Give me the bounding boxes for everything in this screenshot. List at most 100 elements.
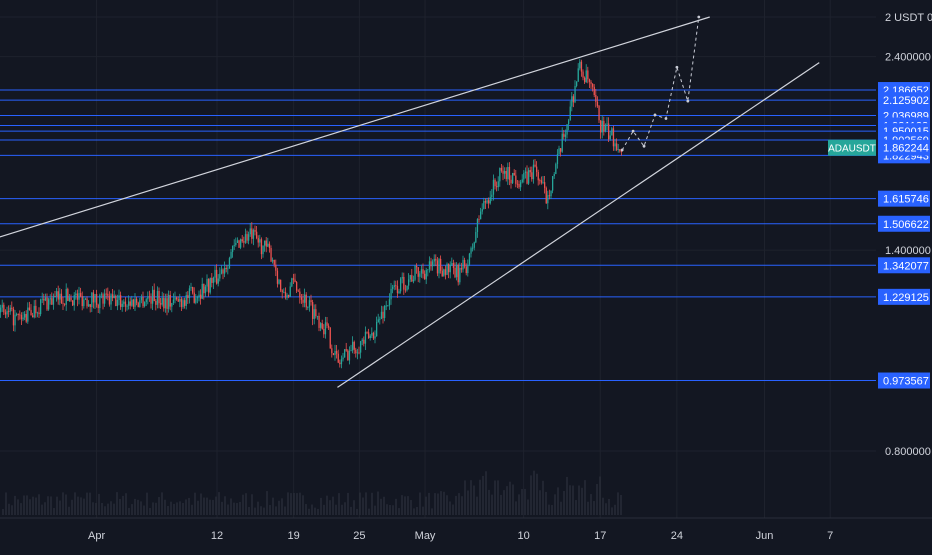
projection[interactable] (620, 15, 701, 152)
volume-bar (473, 485, 475, 515)
volume-bar (548, 504, 550, 515)
volume-bar (512, 484, 514, 515)
level-price-badge[interactable] (878, 92, 930, 109)
volume-bar (455, 495, 457, 515)
candle-body (246, 234, 248, 241)
candle-body (76, 293, 79, 300)
level-price-badge[interactable] (878, 288, 930, 305)
candle-body (539, 180, 541, 182)
time-axis[interactable]: Apr 12 19 25 May 10 17 24 Jun 7 (0, 517, 932, 542)
candle-body (145, 299, 147, 303)
level-price-badge[interactable] (878, 215, 930, 232)
candle-body (108, 295, 111, 305)
candle-body (481, 209, 483, 212)
candle-body (553, 174, 555, 177)
volume-bar (590, 494, 592, 515)
candle-body (281, 290, 283, 293)
candle-body (305, 294, 307, 308)
volume-bar (239, 501, 241, 515)
volume-bar (410, 500, 412, 515)
candle-body (601, 120, 603, 133)
candle-body (606, 123, 608, 125)
volume-bar (179, 501, 181, 515)
volume-bar (188, 497, 190, 515)
candle-body (91, 292, 93, 308)
volume-bar (383, 496, 385, 515)
candle-body (284, 291, 287, 298)
upper-trendline[interactable] (0, 16, 710, 238)
volume-bar (539, 490, 541, 515)
lower-trendline[interactable] (337, 62, 820, 388)
candle-body (169, 294, 171, 307)
volume-bar (155, 502, 157, 515)
volume-bar (461, 496, 463, 515)
candle-body (563, 133, 565, 137)
candle-body (64, 303, 66, 305)
volume-bar (557, 487, 559, 515)
candle-body (41, 298, 43, 300)
candle-body (230, 251, 232, 259)
symbol-badge[interactable] (828, 139, 876, 156)
candle-body (118, 295, 120, 300)
candle-body (286, 294, 288, 298)
projection-path[interactable] (621, 16, 700, 151)
volume-bar (140, 501, 142, 515)
candle-body (369, 335, 371, 339)
candle-body (8, 311, 10, 312)
candle-body (358, 352, 360, 354)
volume-bar (431, 508, 433, 515)
candle-body (40, 299, 42, 315)
candle-body (491, 194, 493, 198)
candle-body (148, 296, 151, 298)
price-axis[interactable]: 2 USDT 02.4000001.4000000.8000002.186652… (828, 0, 932, 550)
candle-body (35, 305, 37, 314)
volume-bar (173, 503, 175, 515)
volume-bar (323, 504, 325, 515)
volume-bar (53, 508, 55, 515)
last-price-badge[interactable] (878, 139, 930, 156)
candle-body (345, 349, 347, 351)
volume-bar (95, 502, 97, 515)
candle-body (395, 285, 397, 287)
volume-bar (134, 498, 136, 515)
candle-body (312, 302, 314, 319)
level-price-badge[interactable] (878, 372, 930, 389)
level-price-badge[interactable] (878, 257, 930, 274)
candle-body (92, 292, 95, 303)
volume-bar (23, 495, 25, 515)
candle-body (300, 297, 303, 300)
candle-body (62, 302, 64, 304)
volume-bar (65, 494, 67, 515)
candle-body (78, 293, 80, 300)
candle-body (619, 149, 621, 152)
volume-bar (341, 504, 343, 515)
candle-body (209, 278, 211, 293)
candle-body (236, 240, 239, 243)
candle-body (220, 269, 223, 274)
volume-bar (122, 495, 124, 515)
candle-body (604, 124, 607, 132)
trendlines[interactable] (0, 16, 820, 388)
candle-body (276, 270, 279, 284)
candle-body (388, 299, 391, 306)
volume-bar (524, 488, 526, 515)
candle-body (569, 106, 571, 121)
volume-bar (227, 504, 229, 515)
candle-body (288, 294, 290, 297)
last-price-label: 1.862244 (883, 143, 929, 155)
volume-bar (365, 492, 367, 515)
candle-body (464, 259, 466, 267)
candle-body (492, 179, 495, 195)
candle-body (299, 291, 301, 298)
level-price-badge[interactable] (878, 190, 930, 207)
volume-bar (494, 480, 496, 515)
candle-body (507, 166, 509, 180)
candle-body (257, 238, 259, 243)
volume-bar (77, 496, 79, 515)
volume-bar (578, 485, 580, 515)
candle-body (457, 264, 459, 283)
volume-bar (527, 499, 529, 515)
candle-body (104, 293, 106, 304)
